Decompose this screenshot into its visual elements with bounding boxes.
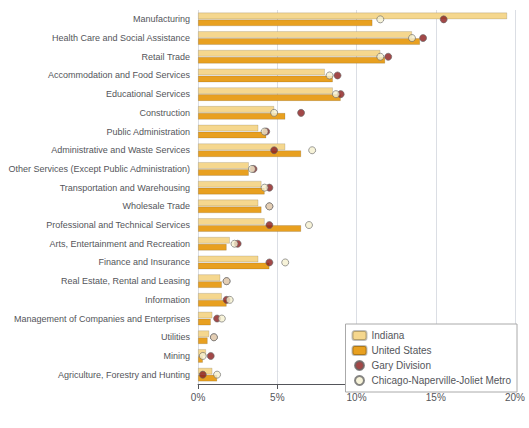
svg-text:Wholesale Trade: Wholesale Trade	[123, 201, 191, 211]
svg-text:Mining: Mining	[164, 351, 191, 361]
svg-text:Indiana: Indiana	[372, 330, 405, 341]
svg-text:Utilities: Utilities	[161, 332, 191, 342]
svg-text:Educational Services: Educational Services	[106, 89, 191, 99]
svg-text:Other Services (Except Public: Other Services (Except Public Administra…	[8, 164, 190, 174]
svg-text:Gary Division: Gary Division	[372, 360, 431, 371]
svg-text:Information: Information	[145, 295, 190, 305]
svg-text:0%: 0%	[191, 392, 206, 403]
svg-text:Arts, Entertainment and Recrea: Arts, Entertainment and Recreation	[49, 239, 190, 249]
svg-text:Accommodation and Food Service: Accommodation and Food Services	[48, 70, 191, 80]
svg-text:10%: 10%	[347, 392, 367, 403]
svg-text:5%: 5%	[270, 392, 285, 403]
svg-text:Real Estate, Rental and Leasin: Real Estate, Rental and Leasing	[61, 276, 190, 286]
svg-text:Professional and Technical Ser: Professional and Technical Services	[46, 220, 190, 230]
svg-text:Management of Companies and En: Management of Companies and Enterprises	[14, 314, 191, 324]
svg-text:Agriculture, Forestry and Hunt: Agriculture, Forestry and Hunting	[58, 370, 190, 380]
svg-text:Chicago-Naperville-Joliet Metr: Chicago-Naperville-Joliet Metro	[372, 375, 512, 386]
svg-text:United States: United States	[372, 345, 432, 356]
svg-text:Public Administration: Public Administration	[107, 127, 191, 137]
svg-text:Manufacturing: Manufacturing	[133, 14, 190, 24]
svg-text:20%: 20%	[505, 392, 525, 403]
svg-text:Transportation and Warehousing: Transportation and Warehousing	[60, 183, 190, 193]
svg-text:Finance and Insurance: Finance and Insurance	[99, 257, 191, 267]
svg-text:Administrative and Waste Servi: Administrative and Waste Services	[51, 145, 190, 155]
svg-text:Retail Trade: Retail Trade	[142, 52, 191, 62]
svg-text:Construction: Construction	[140, 108, 191, 118]
svg-text:15%: 15%	[426, 392, 446, 403]
svg-text:Health Care and Social Assista: Health Care and Social Assistance	[52, 33, 190, 43]
